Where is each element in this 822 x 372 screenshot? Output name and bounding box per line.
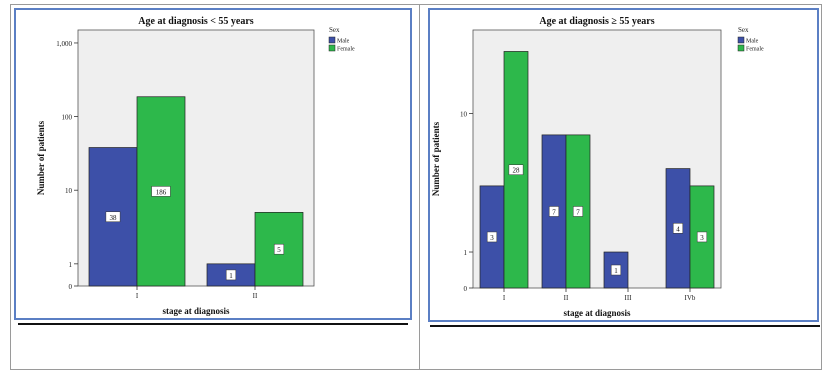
data-label: 7 <box>576 208 580 216</box>
x-tick-label: II <box>253 292 258 300</box>
y-tick-label: 1 <box>464 249 468 257</box>
data-label: 5 <box>277 246 281 254</box>
chart-title: Age at diagnosis ≥ 55 years <box>539 16 654 27</box>
chart-frame-under-55: Age at diagnosis < 55 years 0 1 10 100 1,000 N… <box>14 8 412 320</box>
chart-frame-55-and-over: Age at diagnosis ≥ 55 years 0 1 10 Number of… <box>428 8 819 322</box>
data-label-box <box>225 269 237 281</box>
data-label-box <box>508 164 524 175</box>
chart-under-55: Age at diagnosis < 55 years 0 1 10 100 1,000 N… <box>36 16 355 316</box>
data-label: 28 <box>513 167 521 175</box>
chart-title: Age at diagnosis < 55 years <box>138 16 254 27</box>
data-label-box <box>151 186 171 197</box>
divider-line-left <box>18 323 408 325</box>
data-label-box <box>696 231 708 243</box>
y-tick-label: 10 <box>460 110 468 118</box>
data-label: 4 <box>676 225 680 233</box>
legend-title: Sex <box>738 26 749 34</box>
y-tick-label-zero: 0 <box>69 283 73 291</box>
divider-line-right <box>430 325 820 327</box>
x-tick-label: I <box>136 292 139 300</box>
data-label-box <box>105 211 121 223</box>
legend-title: Sex <box>329 26 340 34</box>
y-axis-label: Number of patients <box>431 121 441 196</box>
y-tick-label: 100 <box>62 114 73 122</box>
x-tick-label: IVb <box>685 294 696 302</box>
legend-swatch-male <box>328 36 336 44</box>
data-label: 1 <box>229 272 233 280</box>
data-label-box <box>548 206 560 217</box>
y-tick-label-zero: 0 <box>464 285 468 293</box>
legend-label: Female <box>337 47 355 53</box>
chart-55-and-over: Age at diagnosis ≥ 55 years 0 1 10 Number of… <box>431 16 764 318</box>
y-axis-label: Number of patients <box>36 120 46 195</box>
legend-swatch-female <box>737 44 745 52</box>
data-label: 38 <box>110 214 118 222</box>
x-axis-label: stage at diagnosis <box>563 308 631 318</box>
legend-label: Male <box>337 39 350 45</box>
y-tick-label: 10 <box>65 187 73 195</box>
x-tick-label: II <box>564 294 569 302</box>
x-tick-label: III <box>625 294 633 302</box>
y-tick-label: 1 <box>69 261 73 269</box>
x-axis-label: stage at diagnosis <box>162 306 230 316</box>
data-label-box <box>572 206 584 217</box>
legend-swatch-female <box>328 44 336 52</box>
data-label-box <box>672 223 684 234</box>
x-tick-label: I <box>503 294 506 302</box>
data-label: 3 <box>700 234 704 242</box>
data-label: 3 <box>490 234 494 242</box>
legend-label: Male <box>746 39 759 45</box>
data-label-box <box>610 264 622 276</box>
data-label: 1 <box>614 267 618 275</box>
data-label-box <box>273 243 285 255</box>
y-tick-label: 1,000 <box>56 40 72 48</box>
legend-label: Female <box>746 47 764 53</box>
data-label: 186 <box>156 188 167 196</box>
data-label: 7 <box>552 208 556 216</box>
data-label-box <box>486 231 498 243</box>
legend-swatch-male <box>737 36 745 44</box>
